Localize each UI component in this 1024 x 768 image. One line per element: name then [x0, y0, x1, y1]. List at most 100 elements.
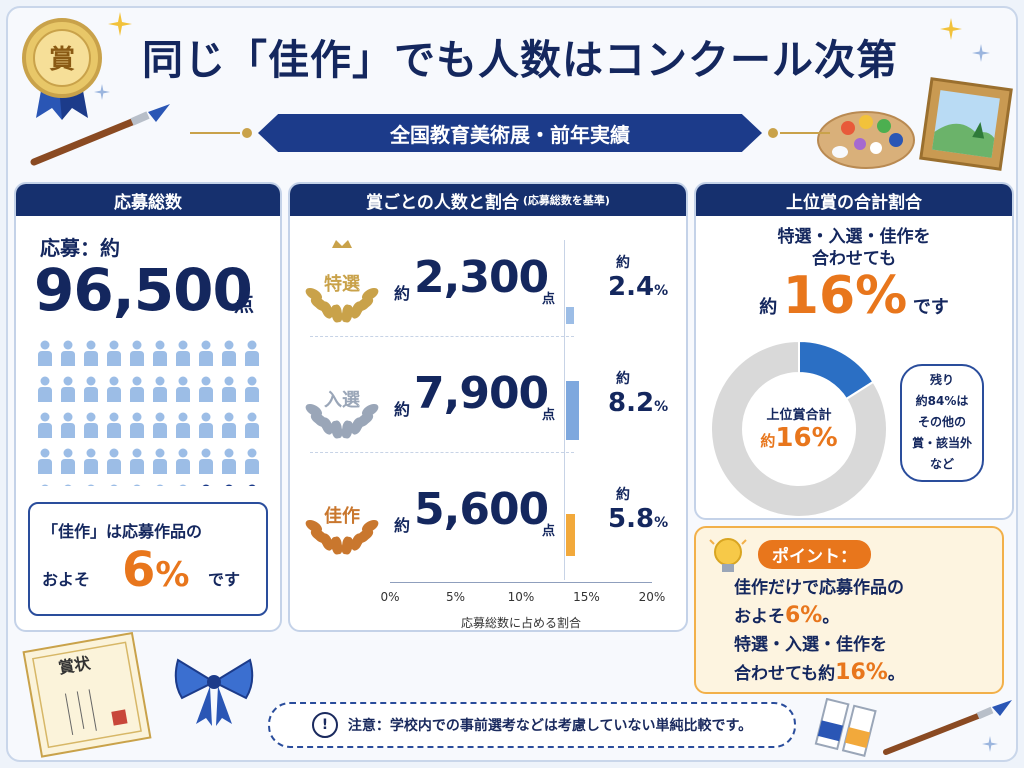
x-axis-line	[390, 582, 652, 583]
center-label: 上位賞合計	[766, 408, 832, 423]
entries-unit: 点	[234, 292, 254, 316]
percent-sign: %	[654, 399, 669, 415]
person-icon	[84, 376, 98, 402]
sparkle-icon	[982, 736, 998, 752]
person-icon	[176, 340, 190, 366]
award-name: 特選	[324, 273, 360, 295]
donut-hole	[745, 375, 853, 483]
bar-baseline	[564, 240, 565, 580]
banner-line-right	[780, 132, 830, 134]
person-icon	[61, 412, 75, 438]
person-icon	[41, 484, 49, 486]
person-icon	[199, 340, 213, 366]
callout-line: 約84%は	[915, 394, 969, 408]
x-tick-label: 0%	[380, 590, 400, 604]
top-pct-suffix: です	[912, 297, 949, 318]
row-divider	[310, 336, 574, 337]
person-icon	[107, 448, 121, 474]
laurel-badge-icon: 入選	[305, 390, 379, 439]
award-bar	[566, 306, 574, 324]
sparkle-icon	[940, 18, 962, 40]
person-icon	[38, 412, 52, 438]
award-name: 佳作	[324, 505, 360, 527]
person-icon	[202, 484, 210, 486]
point-text-part: およそ	[734, 607, 785, 627]
award-name: 入選	[324, 390, 360, 411]
person-icon	[222, 376, 236, 402]
laurel-badge-icon: 佳作	[305, 505, 379, 555]
point-text-part: 合わせても約	[734, 664, 836, 684]
person-icon	[176, 376, 190, 402]
subtitle-banner: 全国教育美術展・前年実績	[190, 114, 830, 154]
note-line: 「佳作」は応募作品の	[42, 522, 203, 541]
page-title: 同じ「佳作」でも人数はコンクール次第	[142, 36, 898, 84]
point-line: 佳作だけで応募作品の	[734, 574, 905, 602]
percent-label: 5.8%	[608, 504, 669, 534]
note-prefix: およそ	[42, 570, 91, 589]
percent-sign: %	[654, 515, 669, 531]
ribbon-bow-icon	[174, 658, 254, 726]
center-value: 約16%	[744, 423, 854, 453]
person-icon	[156, 484, 164, 486]
paint-tubes-icon	[814, 698, 877, 757]
banner-dot-left	[242, 128, 252, 138]
percent-label: 2.4%	[608, 272, 669, 302]
person-icon	[222, 412, 236, 438]
note-suffix: です	[208, 570, 241, 589]
center-number: 16%	[775, 423, 838, 453]
certificate-icon	[22, 632, 152, 758]
medal-text: 賞	[49, 45, 75, 75]
entries-count: 96,500	[34, 256, 253, 324]
point-text-part: 佳作だけで応募作品の	[734, 578, 904, 598]
callout-line: その他の	[917, 415, 966, 429]
lightbulb-icon	[709, 538, 747, 572]
count-unit: 点	[542, 292, 556, 307]
point-tail: 。	[887, 664, 905, 684]
top-pct-value: 16%	[782, 266, 908, 326]
award-bar	[566, 380, 579, 440]
total-entries-panel: 応募総数 応募：約 96,500 点 「佳作」は応募作品の およそ 6% です	[14, 182, 282, 632]
point-line: 合わせても約16%。	[734, 659, 905, 688]
donut-slice	[710, 339, 888, 518]
point-line: 特選・入選・佳作を	[734, 631, 905, 659]
point-text-part: 特選・入選・佳作を	[734, 635, 887, 655]
percent-approx: 約	[616, 487, 630, 503]
center-prefix: 約	[760, 432, 776, 450]
person-icon	[153, 340, 167, 366]
person-icon	[61, 376, 75, 402]
person-icon	[153, 376, 167, 402]
person-icon	[130, 376, 144, 402]
top-pct-prefix: 約	[759, 297, 778, 318]
point-accent: 6%	[785, 603, 823, 628]
donut-chart	[710, 339, 888, 518]
point-tail: 。	[822, 607, 840, 627]
person-icon	[107, 376, 121, 402]
picture-frame-icon	[919, 77, 1013, 171]
paintbrush-icon	[30, 104, 170, 166]
note-percent-sign: %	[155, 555, 190, 595]
notice-box: ! 注意：学校内での事前選考などは考慮していない単純比較です。	[268, 702, 796, 748]
top-percent: 約 16% です	[696, 266, 1012, 326]
approx-label: 約	[394, 400, 411, 419]
person-icon	[38, 340, 52, 366]
person-icon	[84, 412, 98, 438]
note-percent-value: 6%	[122, 542, 189, 598]
person-icon	[176, 412, 190, 438]
award-row: 佳作約 5,600 点約 5.8%	[298, 460, 670, 572]
award-bar	[566, 514, 576, 556]
person-icon	[107, 412, 121, 438]
percent-label: 8.2%	[608, 388, 669, 418]
sparkle-icon	[972, 44, 990, 62]
percent-approx: 約	[616, 255, 630, 271]
person-icon	[130, 412, 144, 438]
person-icon	[110, 484, 118, 486]
paintbrush-icon	[883, 700, 1012, 755]
award-row: 特選約 2,300 点約 2.4%	[298, 228, 670, 340]
person-icon	[199, 448, 213, 474]
person-icon	[199, 376, 213, 402]
note-value: 6	[122, 542, 156, 598]
percent-sign: %	[654, 283, 669, 299]
callout-line: 賞・該当外	[911, 436, 972, 450]
percent-approx: 約	[616, 371, 630, 387]
palette-icon	[817, 111, 915, 169]
